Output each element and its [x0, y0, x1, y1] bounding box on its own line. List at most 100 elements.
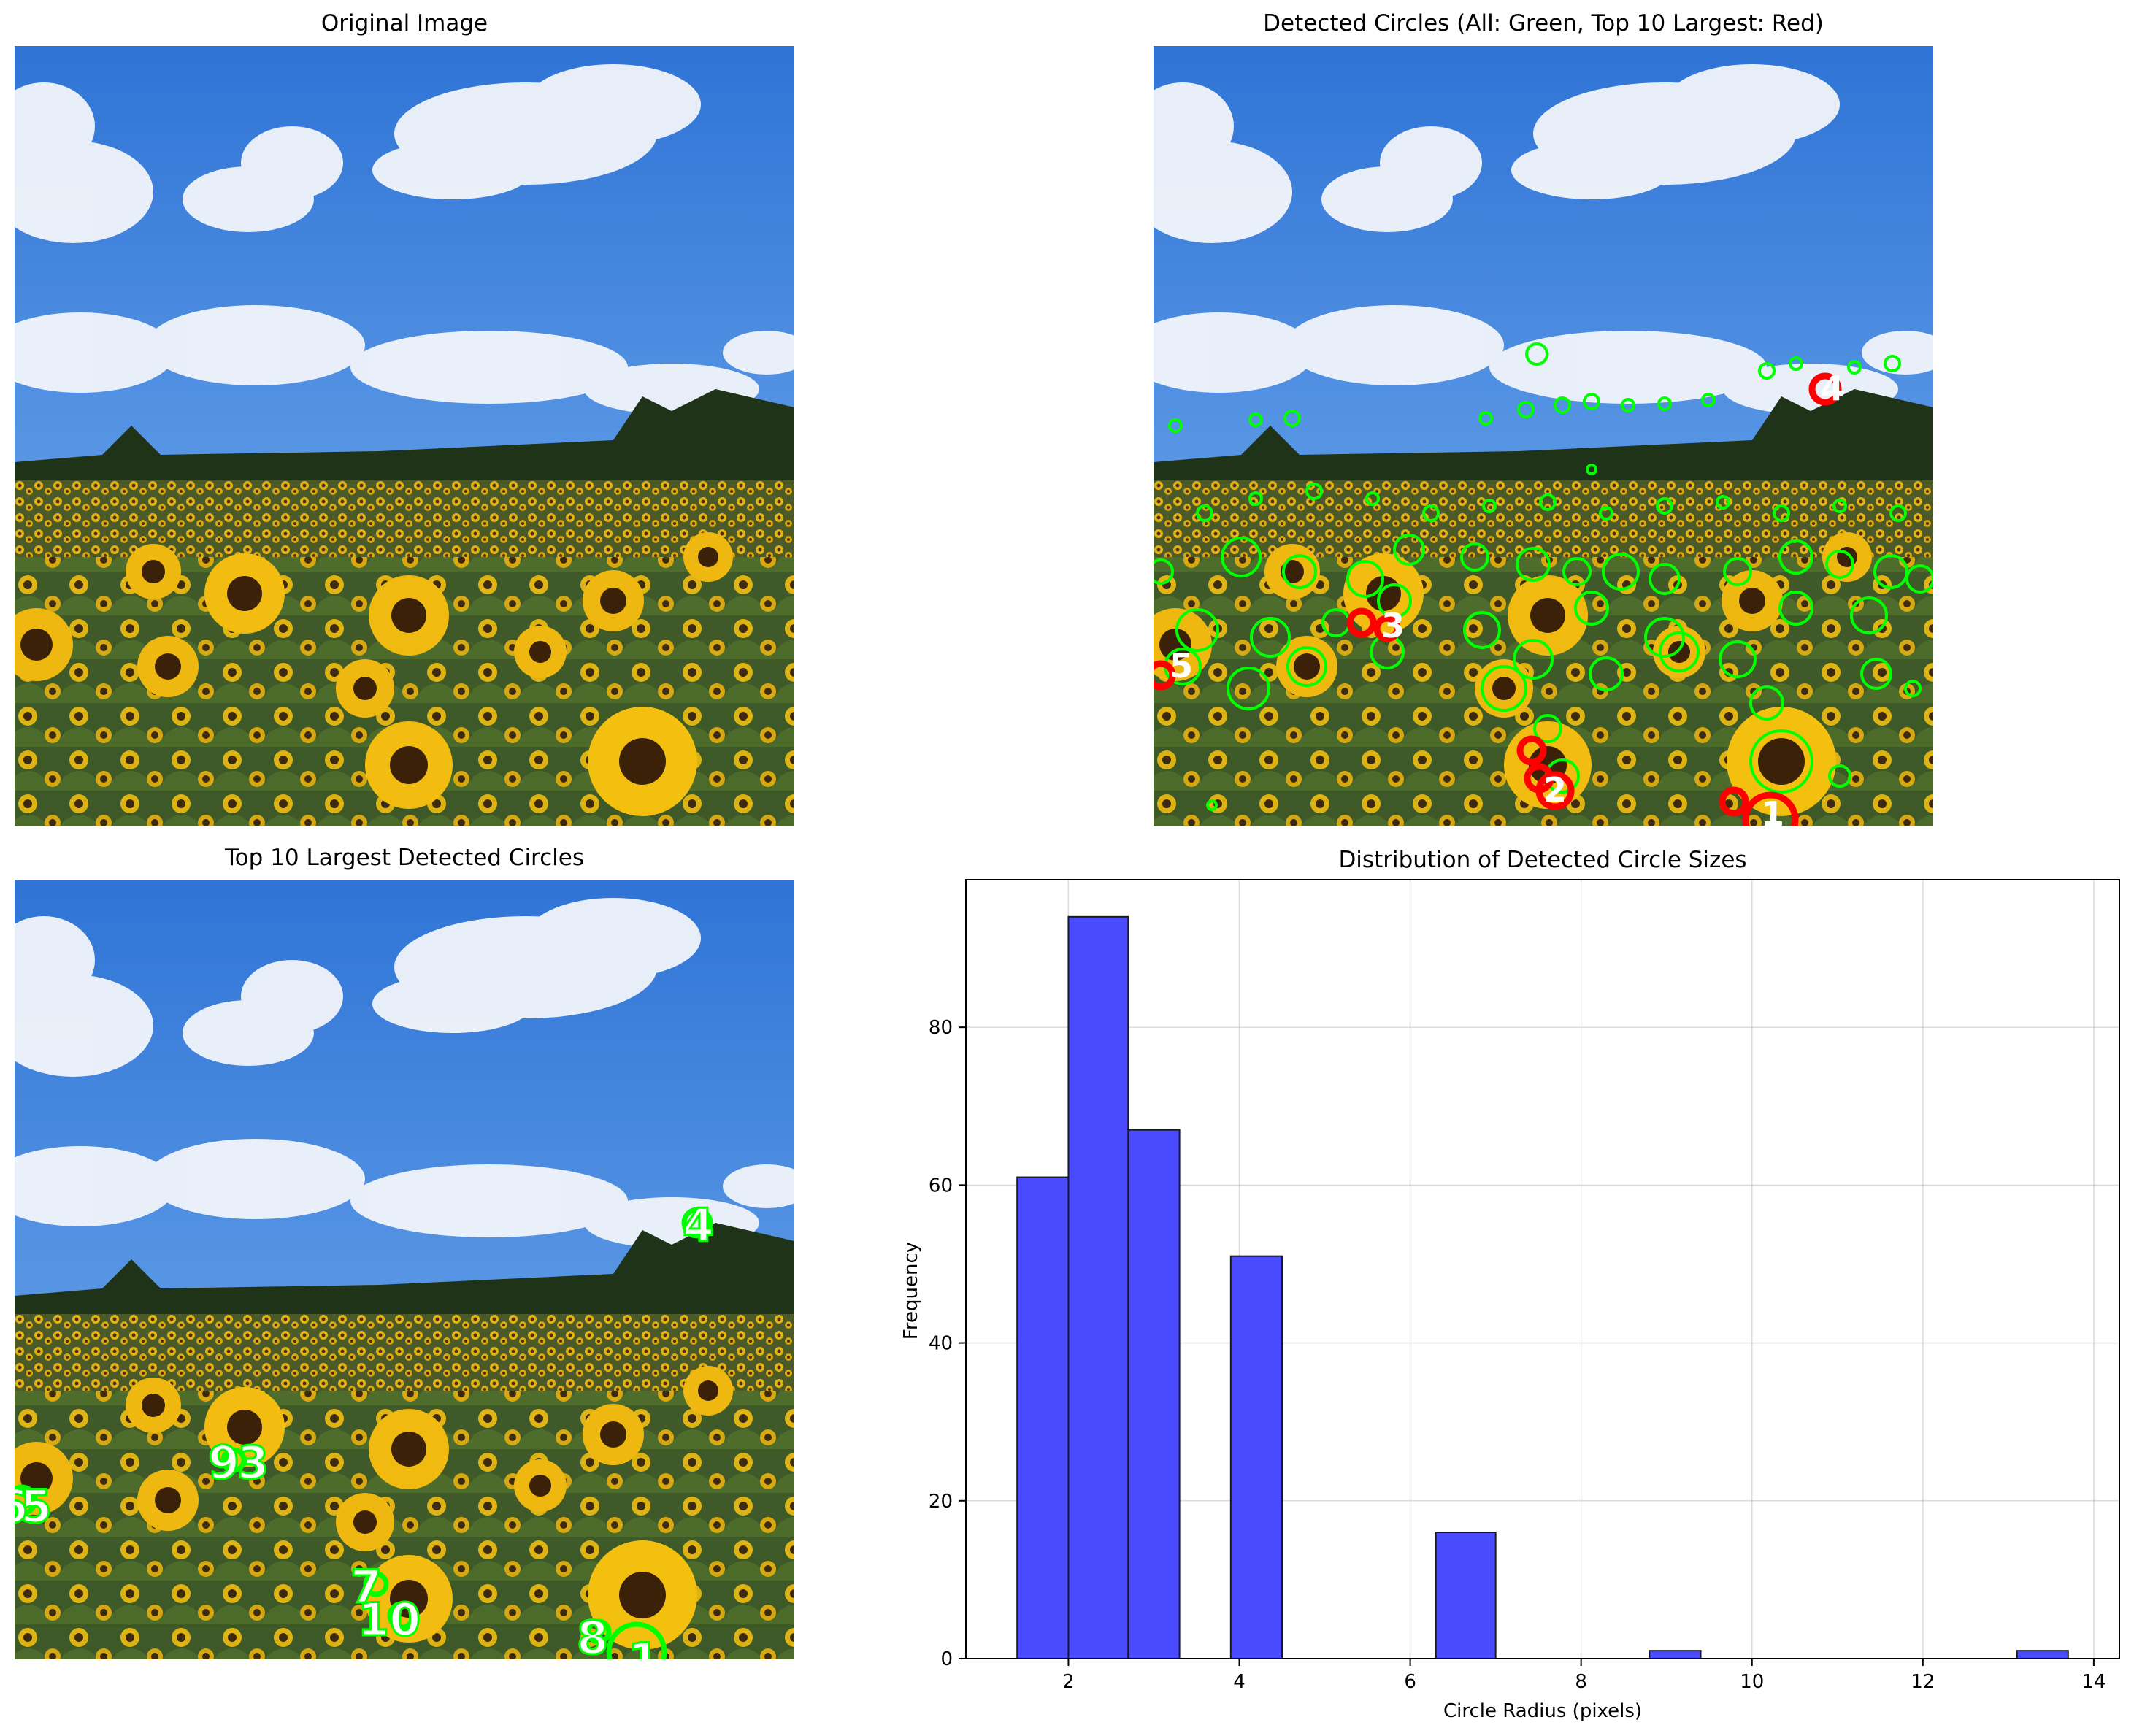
x-tick-label: 14	[2081, 1671, 2106, 1693]
detected-circle	[1749, 729, 1813, 794]
detected-circle	[1586, 464, 1597, 475]
top-circle-8	[586, 1618, 612, 1645]
detected-circle	[1460, 542, 1489, 572]
x-axis-label: Circle Radius (pixels)	[1443, 1700, 1642, 1722]
detected-circle	[1393, 534, 1425, 566]
detected-circle	[1789, 356, 1803, 371]
detected-circle	[1847, 360, 1862, 375]
detected-circle	[1463, 611, 1501, 649]
detected-circle	[1283, 410, 1301, 427]
detected-circle	[1884, 355, 1901, 372]
detected-label-2: 2	[1543, 770, 1567, 810]
panel-title-original: Original Image	[321, 10, 488, 37]
x-tick-label: 10	[1740, 1671, 1764, 1693]
detected-label-5: 5	[1170, 646, 1193, 685]
detected-circle	[1758, 362, 1776, 380]
detected-circle	[1850, 596, 1888, 634]
detected-circle	[1723, 557, 1752, 586]
y-tick-label: 0	[940, 1648, 953, 1670]
detected-circle	[1513, 639, 1554, 680]
top-label-1: 1	[628, 1633, 659, 1659]
top10-circles-image: 1 4 5 6 9 3 7 10 8	[15, 880, 794, 1659]
detected-circle	[1516, 547, 1551, 582]
histogram-bar	[1127, 1129, 1181, 1659]
detected-circle	[1346, 560, 1384, 598]
detected-circle	[1481, 665, 1527, 712]
top-detected-circles	[1154, 372, 1842, 826]
detected-circle	[1517, 401, 1535, 418]
histogram-bar	[1067, 915, 1129, 1660]
detected-circle	[1583, 393, 1600, 410]
detected-circle	[1716, 495, 1730, 510]
detected-circle	[1525, 342, 1548, 366]
top-label-9: 9	[208, 1436, 239, 1489]
top-label-5: 5	[20, 1480, 52, 1533]
top-label-4: 4	[683, 1199, 714, 1252]
detected-circle	[1860, 658, 1892, 690]
histogram-bar	[1016, 1176, 1070, 1659]
x-tick-label: 2	[1062, 1671, 1075, 1693]
plot-frame	[965, 879, 2120, 1659]
detected-circle	[1377, 583, 1412, 618]
top-detected-circle	[1808, 372, 1842, 406]
detected-circle	[1539, 493, 1557, 511]
detected-circle	[1574, 591, 1609, 626]
detected-circle	[1365, 491, 1380, 506]
detected-circle	[1478, 411, 1493, 426]
detected-circle	[1825, 550, 1854, 579]
x-tick-label: 6	[1404, 1671, 1416, 1693]
detected-circle	[1832, 499, 1847, 513]
detected-circle	[1719, 640, 1757, 678]
top-detected-circle	[1346, 607, 1377, 638]
y-tick-label: 60	[929, 1175, 953, 1197]
original-image	[15, 46, 794, 826]
x-tick-label: 4	[1233, 1671, 1246, 1693]
detected-circle	[1904, 680, 1922, 697]
top-label-8: 8	[577, 1611, 608, 1659]
detected-circle	[1154, 558, 1174, 585]
detected-circle	[1206, 799, 1218, 811]
top-detected-circle	[1524, 763, 1554, 794]
detected-circle	[1248, 491, 1263, 506]
histogram-bar	[1229, 1255, 1283, 1659]
top-label-6: 6	[15, 1480, 28, 1533]
detected-circle	[1248, 412, 1263, 427]
top-label-7: 7	[350, 1560, 382, 1613]
detected-circle	[1889, 504, 1907, 522]
top-detected-circle	[1154, 660, 1176, 691]
top-detected-circle	[1742, 791, 1799, 826]
detected-circle	[1657, 396, 1672, 411]
detected-circle	[1599, 506, 1613, 521]
detected-label-3: 3	[1381, 606, 1405, 645]
detected-circle	[1533, 714, 1562, 743]
top-label-10: 10	[358, 1593, 421, 1646]
top-detected-circle	[1516, 735, 1547, 766]
x-tick-label: 12	[1911, 1671, 1935, 1693]
top-circle-9	[220, 1447, 247, 1473]
y-tick-label: 80	[929, 1017, 953, 1039]
histogram-bar	[1649, 1650, 1702, 1659]
detected-circle	[1873, 554, 1908, 589]
detected-circle	[1554, 396, 1571, 414]
detected-circle	[1562, 557, 1592, 586]
detected-circle	[1828, 764, 1851, 788]
top-circle-4	[681, 1207, 713, 1239]
detected-circle	[1589, 656, 1624, 691]
detected-circle	[1659, 631, 1700, 672]
y-tick-label: 40	[929, 1333, 953, 1355]
top-label-3: 3	[237, 1436, 269, 1489]
x-tick-label: 8	[1575, 1671, 1587, 1693]
histogram-bar	[2016, 1650, 2069, 1659]
detected-circle	[1602, 553, 1640, 591]
detected-circle	[1168, 418, 1183, 433]
panel-title-top10: Top 10 Largest Detected Circles	[224, 845, 585, 871]
histogram-title: Distribution of Detected Circle Sizes	[1338, 847, 1746, 873]
detected-circle	[1221, 537, 1262, 577]
detected-label-4: 4	[1821, 369, 1844, 408]
top-circle-7	[363, 1571, 389, 1597]
detected-circle	[1286, 646, 1327, 687]
detected-circle	[1305, 483, 1323, 500]
detected-circle	[1773, 504, 1790, 522]
detected-circle	[1175, 608, 1219, 652]
detected-circle	[1422, 504, 1440, 522]
